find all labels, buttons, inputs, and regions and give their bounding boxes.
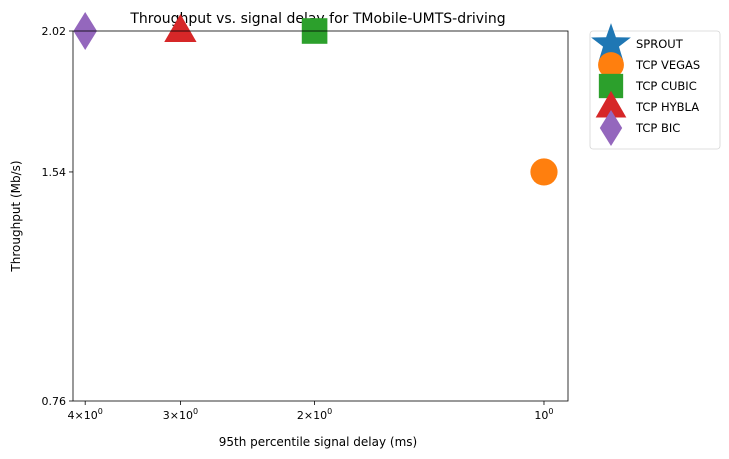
legend-label: TCP HYBLA — [635, 100, 699, 114]
legend-label: TCP VEGAS — [635, 58, 700, 72]
x-tick-label: 100 — [534, 407, 553, 422]
y-tick-label: 2.02 — [42, 25, 67, 38]
y-tick-label: 0.76 — [42, 395, 67, 408]
x-tick-label: 2×100 — [297, 407, 332, 422]
legend-marker-tcp-hybla — [595, 90, 627, 118]
data-point-tcp-hybla — [164, 14, 197, 43]
legend-marker-sprout — [591, 23, 631, 61]
y-tick-label: 1.54 — [42, 166, 67, 179]
legend-label: SPROUT — [636, 37, 684, 51]
x-axis-label: 95th percentile signal delay (ms) — [219, 435, 417, 449]
x-tick-label: 4×100 — [68, 407, 103, 422]
y-axis-ticks: 0.76 1.54 2.02 — [42, 25, 73, 408]
legend-marker-tcp-vegas — [598, 52, 624, 78]
x-axis-ticks: 4×100 3×100 2×100 100 — [68, 401, 554, 422]
data-markers — [73, 12, 558, 186]
plot-frame — [72, 30, 569, 402]
legend-label: TCP CUBIC — [635, 79, 697, 93]
y-axis-label: Throughput (Mb/s) — [9, 160, 23, 272]
data-point-tcp-vegas — [530, 158, 558, 186]
legend-label: TCP BIC — [635, 121, 680, 135]
x-tick-label: 3×100 — [163, 407, 198, 422]
legend-marker-tcp-bic — [599, 109, 623, 147]
legend: SPROUT TCP VEGAS TCP CUBIC TCP HYBLA TCP BIC — [589, 23, 721, 150]
plot-area — [73, 31, 568, 401]
